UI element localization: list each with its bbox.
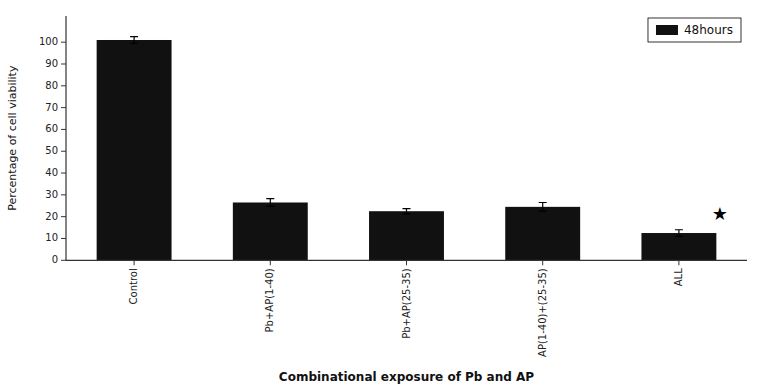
x-tick-label: ALL — [673, 268, 684, 286]
y-tick — [61, 129, 66, 130]
y-tick-label: 30 — [45, 189, 58, 200]
error-bar — [130, 37, 138, 44]
x-tick — [542, 260, 543, 265]
background — [0, 0, 765, 389]
y-tick — [61, 85, 66, 86]
y-tick-label: 100 — [39, 36, 58, 47]
y-tick-label: 40 — [45, 167, 58, 178]
y-tick-label: 10 — [45, 232, 58, 243]
x-tick-label: Control — [128, 268, 139, 304]
y-tick-label: 50 — [45, 145, 58, 156]
legend-swatch — [656, 25, 678, 35]
x-tick — [406, 260, 407, 265]
bar — [505, 207, 580, 260]
y-tick — [61, 151, 66, 152]
error-bar — [403, 209, 411, 214]
annotation: ★ — [712, 203, 728, 224]
y-tick — [61, 260, 66, 261]
legend-frame — [648, 18, 741, 42]
bar — [641, 233, 716, 260]
legend-label: 48hours — [684, 23, 733, 37]
y-tick-label: 20 — [45, 211, 58, 222]
x-axis: Control Pb+AP(1-40) Pb+AP(25-35) AP(1-40)+(… — [66, 260, 747, 357]
y-tick — [61, 194, 66, 195]
bar — [369, 211, 444, 260]
error-bar — [675, 230, 683, 237]
y-tick-label: 80 — [45, 80, 58, 91]
y-tick-label: 60 — [45, 123, 58, 134]
x-tick-label: AP(1-40)+(25-35) — [537, 268, 548, 357]
bar — [233, 202, 308, 260]
y-tick — [61, 63, 66, 64]
legend: 48hours — [648, 18, 741, 42]
y-tick — [61, 42, 66, 43]
x-tick — [678, 260, 679, 265]
error-bar — [539, 202, 547, 211]
x-axis-label: Combinational exposure of Pb and AP — [279, 370, 534, 384]
bar — [97, 40, 172, 260]
y-tick-label: 0 — [52, 254, 58, 265]
y-tick — [61, 173, 66, 174]
y-tick — [61, 107, 66, 108]
error-bar — [266, 199, 274, 207]
chart: 0 10 20 30 40 50 60 70 80 90 100 Control Pb+AP(1-40)… — [0, 0, 765, 389]
y-tick-label: 90 — [45, 58, 58, 69]
x-tick — [134, 260, 135, 265]
bars — [97, 37, 717, 261]
y-tick — [61, 216, 66, 217]
x-tick-label: Pb+AP(1-40) — [264, 268, 275, 332]
x-tick-label: Pb+AP(25-35) — [401, 268, 412, 339]
x-tick — [270, 260, 271, 265]
y-axis-line — [65, 16, 66, 260]
y-tick-label: 70 — [45, 102, 58, 113]
y-axis-label: Percentage of cell viability — [6, 65, 19, 211]
y-tick — [61, 238, 66, 239]
y-axis: 0 10 20 30 40 50 60 70 80 90 100 — [39, 16, 66, 265]
